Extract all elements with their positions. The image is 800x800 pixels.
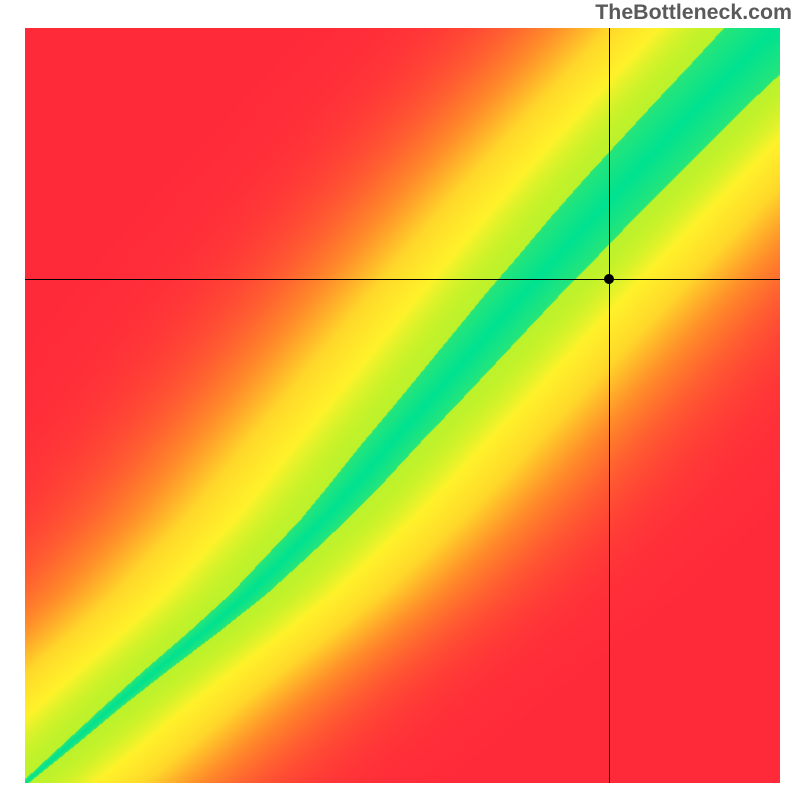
watermark-text: TheBottleneck.com	[595, 0, 792, 25]
crosshair-vertical	[609, 28, 610, 783]
heatmap-plot-area	[25, 28, 780, 783]
heatmap-canvas	[25, 28, 780, 783]
chart-container: TheBottleneck.com	[0, 0, 800, 800]
crosshair-horizontal	[25, 279, 780, 280]
crosshair-marker-dot	[604, 274, 614, 284]
